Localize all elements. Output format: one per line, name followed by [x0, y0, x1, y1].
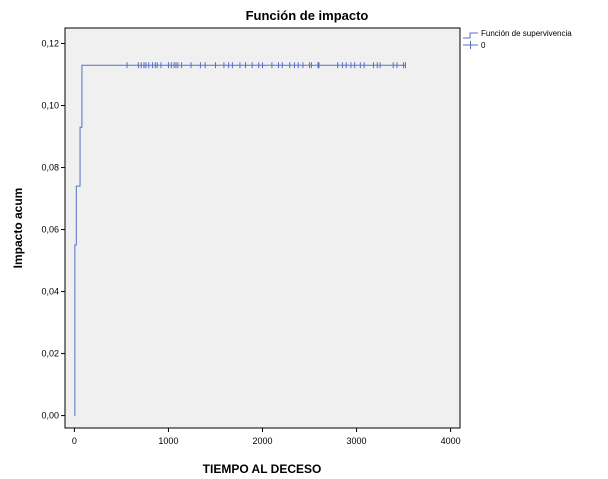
legend-swatch-survival: [463, 32, 478, 39]
x-tick-label: 2000: [252, 436, 272, 446]
legend-label-censored: 0: [481, 41, 486, 50]
x-tick-label: 1000: [158, 436, 178, 446]
y-tick-label: 0,04: [41, 287, 59, 297]
x-axis-title: TIEMPO AL DECESO: [203, 462, 322, 476]
x-tick-label: 3000: [347, 436, 367, 446]
y-tick-label: 0,02: [41, 349, 59, 359]
x-tick-label: 4000: [441, 436, 461, 446]
x-tick-label: 0: [72, 436, 77, 446]
y-tick-label: 0,06: [41, 225, 59, 235]
y-tick-label: 0,12: [41, 39, 59, 49]
y-axis: 0,00 0,02 0,04 0,06 0,08 0,10 0,12: [41, 39, 65, 421]
plot-area: [64, 27, 461, 429]
y-tick-label: 0,00: [41, 411, 59, 421]
chart-title: Función de impacto: [246, 8, 369, 23]
x-axis: 0 1000 2000 3000 4000: [72, 428, 461, 446]
survival-step-line: [74, 64, 406, 417]
y-axis-title: Impacto acum: [11, 188, 25, 269]
legend: Función de supervivencia 0: [463, 29, 572, 50]
y-tick-label: 0,10: [41, 101, 59, 111]
series-layer: [74, 62, 406, 417]
legend-label-survival: Función de supervivencia: [481, 29, 572, 38]
y-tick-label: 0,08: [41, 163, 59, 173]
